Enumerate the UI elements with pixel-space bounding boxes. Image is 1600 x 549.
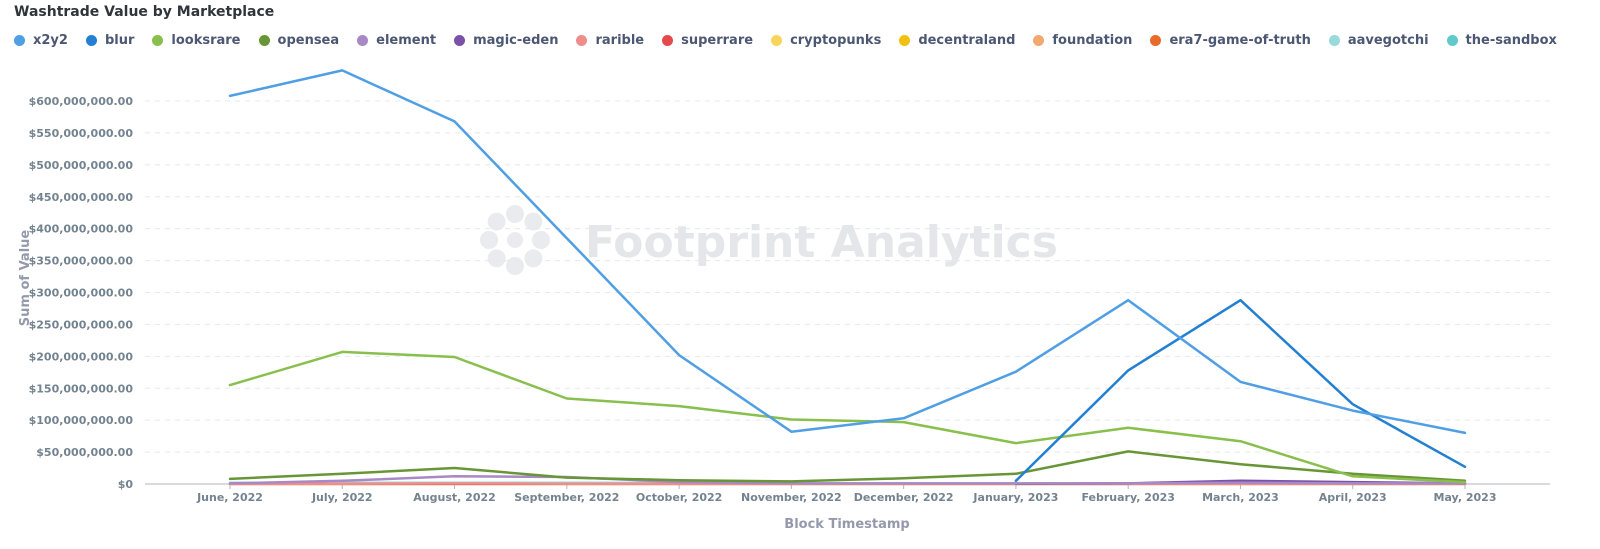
legend-item-superrare[interactable]: superrare: [662, 33, 753, 48]
y-tick-label: $100,000,000.00: [29, 414, 134, 427]
y-tick-label: $200,000,000.00: [29, 350, 134, 363]
legend-label: era7-game-of-truth: [1169, 32, 1311, 48]
legend-item-blur[interactable]: blur: [85, 32, 135, 48]
legend-dot-icon: [576, 34, 588, 46]
y-tick-label: $550,000,000.00: [29, 127, 134, 140]
legend-dot-icon: [152, 34, 164, 46]
y-tick-label: $450,000,000.00: [29, 191, 134, 204]
y-tick-label: $600,000,000.00: [29, 95, 134, 108]
legend-label: foundation: [1052, 32, 1133, 48]
x-tick-label: December, 2022: [854, 491, 954, 504]
y-tick-label: $0: [118, 478, 134, 491]
x-tick-label: April, 2023: [1319, 491, 1387, 504]
series-line-blur: [1014, 298, 1467, 483]
legend-label: x2y2: [33, 32, 68, 48]
legend-dot-icon: [85, 34, 97, 46]
legend-item-looksrare[interactable]: looksrare: [152, 32, 241, 48]
legend-dot-icon: [357, 34, 369, 46]
legend-dot-icon: [1328, 34, 1340, 46]
series-line-looksrare: [228, 350, 1467, 484]
legend-label: looksrare: [171, 32, 241, 48]
legend-dot-icon: [454, 34, 466, 46]
legend-dot-icon: [1150, 34, 1162, 46]
legend-dot-icon: [1446, 34, 1458, 46]
x-tick-label: August, 2022: [413, 491, 495, 504]
legend-item-magic-eden[interactable]: magic-eden: [454, 33, 558, 48]
series-line-element: [228, 475, 1467, 485]
y-axis-title: Sum of Value: [18, 230, 33, 327]
x-tick-label: June, 2022: [196, 491, 263, 504]
legend-label: cryptopunks: [790, 32, 882, 48]
x-tick-label: January, 2023: [972, 491, 1058, 504]
y-tick-label: $300,000,000.00: [29, 287, 134, 300]
x-tick-label: February, 2023: [1081, 491, 1174, 504]
legend-item-element[interactable]: element: [357, 33, 436, 48]
legend-item-rarible[interactable]: rarible: [576, 33, 644, 48]
y-tick-label: $350,000,000.00: [29, 255, 134, 268]
x-tick-label: July, 2022: [311, 491, 373, 504]
legend-item-foundation[interactable]: foundation: [1033, 33, 1132, 48]
x-tick-label: March, 2023: [1202, 491, 1279, 504]
legend-dot-icon: [771, 34, 783, 46]
legend: x2y2 blur looksrare opensea element magic-ede…: [14, 30, 1594, 50]
legend-item-era7-game-of-truth[interactable]: era7-game-of-truth: [1150, 32, 1311, 48]
legend-label: superrare: [681, 32, 754, 48]
legend-item-x2y2[interactable]: x2y2: [14, 33, 68, 48]
legend-item-decentraland[interactable]: decentraland: [899, 33, 1015, 48]
x-axis-title: Block Timestamp: [784, 517, 909, 532]
legend-item-aavegotchi[interactable]: aavegotchi: [1328, 32, 1429, 48]
legend-item-the-sandbox[interactable]: the-sandbox: [1446, 32, 1557, 48]
x-tick-label: November, 2022: [741, 491, 842, 504]
y-tick-label: $400,000,000.00: [29, 223, 134, 236]
legend-label: opensea: [277, 32, 340, 48]
y-tick-label: $150,000,000.00: [29, 382, 134, 395]
legend-label: decentraland: [918, 32, 1016, 48]
legend-item-opensea[interactable]: opensea: [258, 32, 340, 48]
legend-dot-icon: [258, 34, 270, 46]
series-line-x2y2: [228, 69, 1467, 435]
x-tick-label: May, 2023: [1434, 491, 1497, 504]
legend-label: the-sandbox: [1465, 32, 1557, 48]
legend-label: magic-eden: [473, 32, 559, 48]
legend-item-cryptopunks[interactable]: cryptopunks: [771, 33, 881, 48]
legend-dot-icon: [899, 34, 911, 46]
legend-label: aavegotchi: [1347, 32, 1429, 48]
legend-label: element: [376, 32, 437, 48]
legend-dot-icon: [14, 34, 25, 46]
legend-dot-icon: [1033, 34, 1045, 46]
x-tick-label: September, 2022: [514, 491, 619, 504]
watermark: Footprint Analytics: [585, 217, 1058, 268]
chart-title: Washtrade Value by Marketplace: [14, 4, 275, 20]
y-tick-label: $250,000,000.00: [29, 318, 134, 331]
y-tick-label: $50,000,000.00: [36, 446, 133, 459]
legend-dot-icon: [662, 34, 674, 46]
footprint-logo-icon: [480, 205, 550, 275]
series-line-opensea: [228, 450, 1467, 483]
legend-label: blur: [104, 32, 135, 48]
y-tick-label: $500,000,000.00: [29, 159, 134, 172]
x-tick-label: October, 2022: [636, 491, 722, 504]
legend-label: rarible: [595, 32, 645, 48]
